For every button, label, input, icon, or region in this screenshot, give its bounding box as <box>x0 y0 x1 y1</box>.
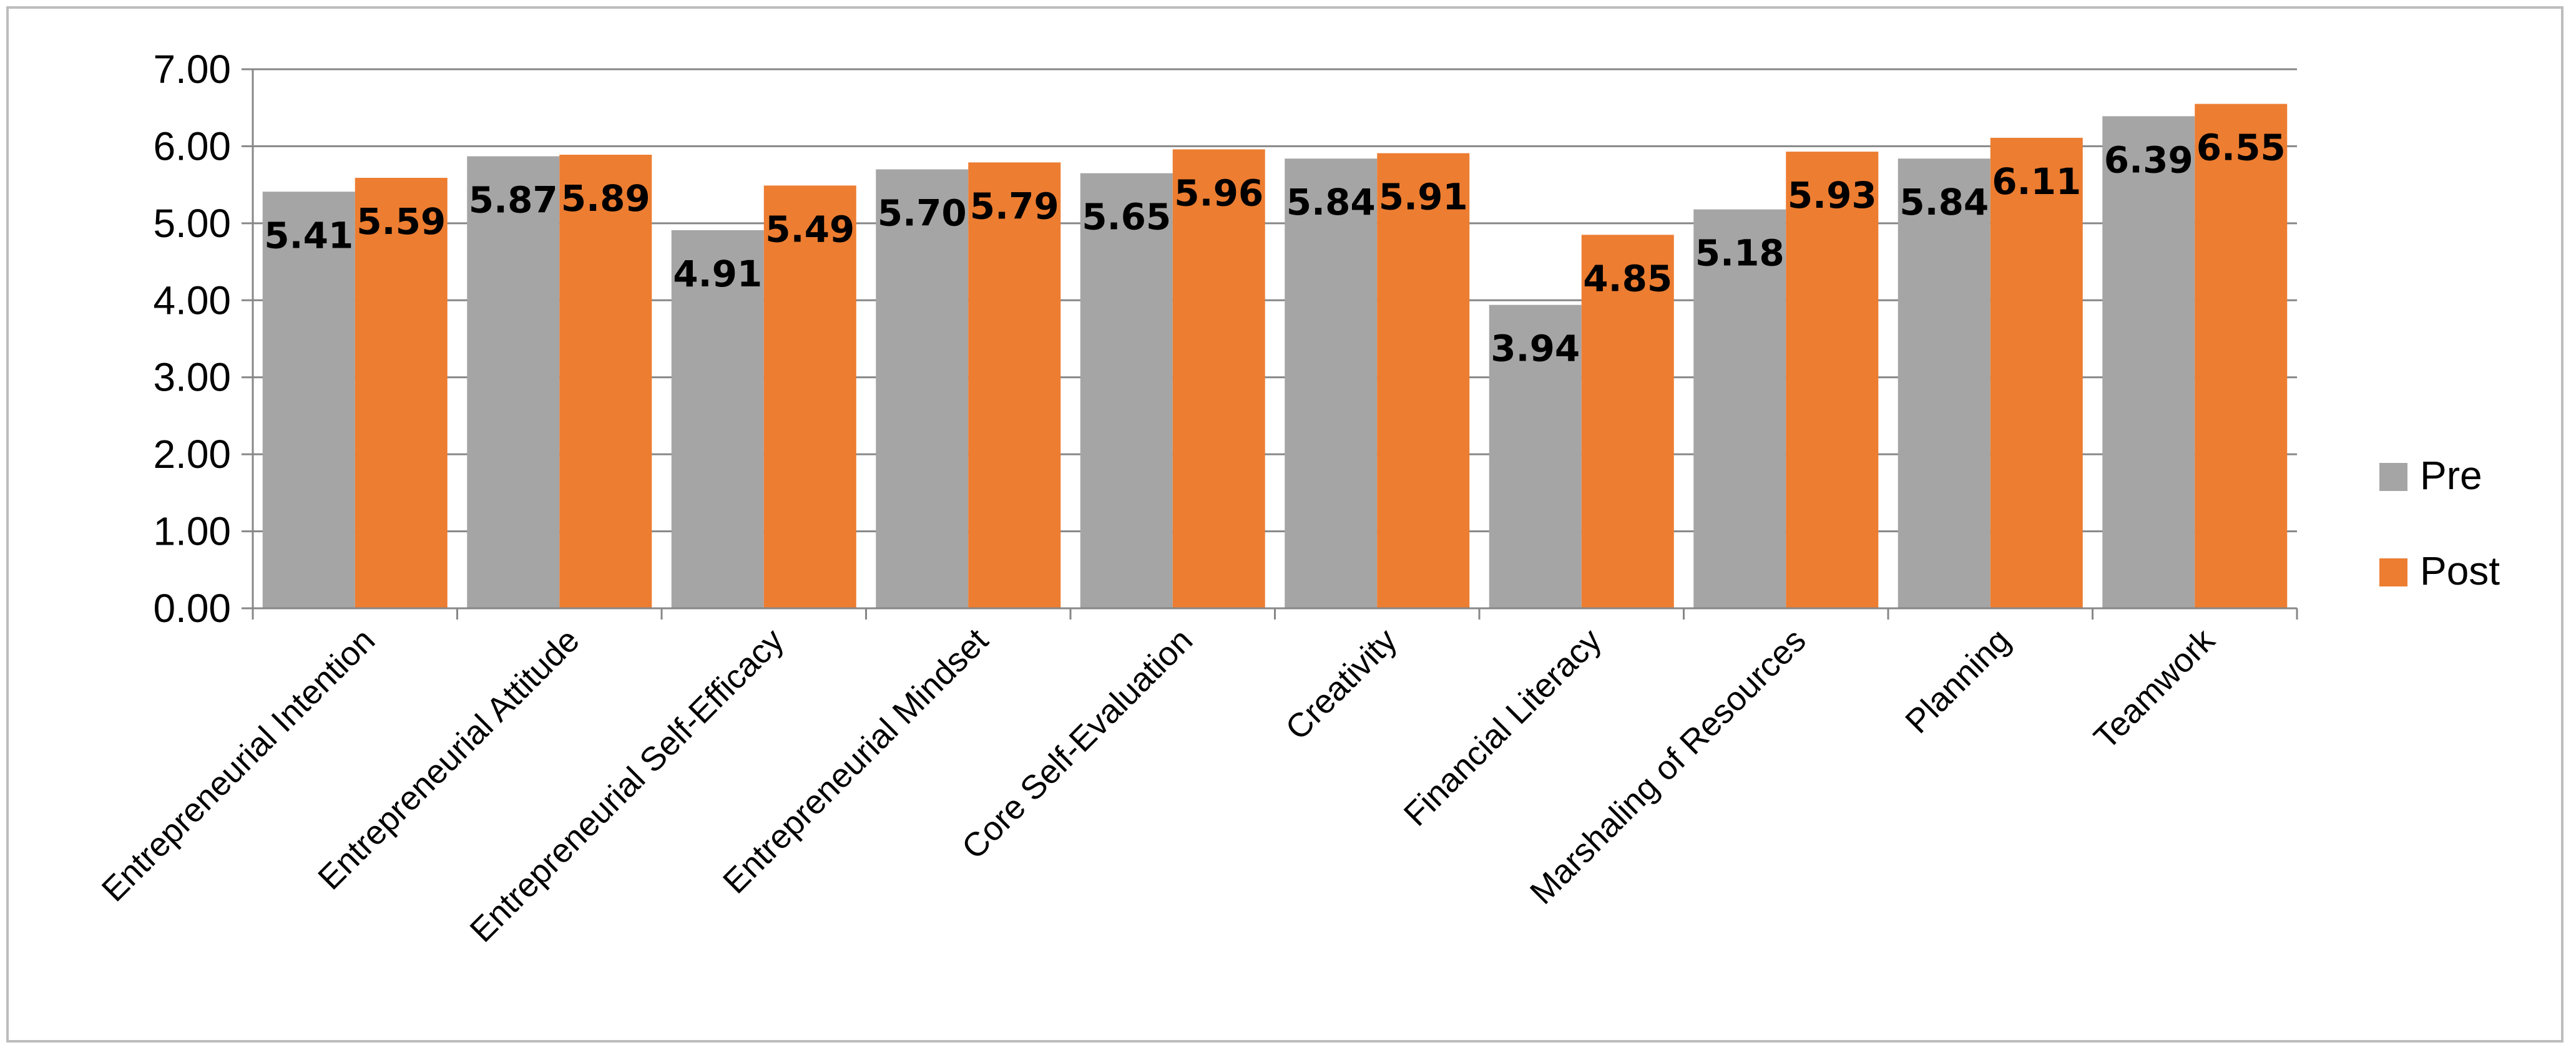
data-label-pre: 5.84 <box>1899 181 1989 223</box>
data-label-pre: 4.91 <box>673 253 762 295</box>
data-label-post: 5.93 <box>1788 174 1877 216</box>
bar-post-6 <box>1377 153 1470 609</box>
bar-pre-4 <box>876 169 969 608</box>
x-category-label: Financial Literacy <box>1397 621 1609 834</box>
bar-pre-10 <box>2102 116 2195 608</box>
bar-post-9 <box>1990 137 2083 608</box>
bar-post-2 <box>559 155 652 608</box>
bar-pre-7 <box>1489 304 1582 608</box>
bar-pre-8 <box>1693 209 1786 608</box>
bar-post-8 <box>1786 152 1879 608</box>
y-tick-label: 4.00 <box>153 278 231 323</box>
bar-pre-6 <box>1285 158 1378 609</box>
bar-pre-2 <box>467 156 560 608</box>
data-label-pre: 5.18 <box>1695 232 1785 275</box>
y-tick-label: 7.00 <box>153 47 231 92</box>
data-label-pre: 5.87 <box>469 178 558 221</box>
data-label-pre: 5.65 <box>1082 196 1171 238</box>
x-category-label: Core Self-Evaluation <box>955 621 1200 867</box>
bar-pre-3 <box>671 230 764 609</box>
x-category-label: Planning <box>1898 621 2017 741</box>
data-label-post: 6.55 <box>2196 127 2286 169</box>
y-tick-label: 5.00 <box>153 201 231 246</box>
y-tick-label: 0.00 <box>153 586 231 631</box>
x-category-label: Teamwork <box>2087 621 2222 756</box>
data-label-pre: 5.41 <box>264 214 353 256</box>
data-label-post: 5.79 <box>970 185 1059 227</box>
y-tick-label: 1.00 <box>153 509 231 554</box>
data-label-pre: 5.84 <box>1286 181 1376 223</box>
legend-swatch-post <box>2379 558 2407 586</box>
bar-pre-9 <box>1898 158 1991 609</box>
legend-label-pre: Pre <box>2420 453 2482 498</box>
data-label-post: 5.59 <box>356 200 446 243</box>
bar-post-3 <box>763 185 856 608</box>
legend: Pre Post <box>2379 453 2500 593</box>
data-label-post: 4.85 <box>1583 257 1672 299</box>
data-label-post: 5.49 <box>765 208 855 250</box>
bar-post-4 <box>968 162 1061 608</box>
bar-post-5 <box>1172 149 1265 608</box>
bar-pre-5 <box>1080 173 1173 609</box>
data-label-post: 5.89 <box>561 177 650 220</box>
bars <box>262 104 2288 609</box>
bar-post-10 <box>2195 104 2288 609</box>
data-label-post: 6.11 <box>1992 160 2081 203</box>
x-category-label: Creativity <box>1278 621 1404 747</box>
data-label-pre: 3.94 <box>1491 328 1580 370</box>
legend-swatch-pre <box>2379 463 2407 491</box>
data-labels: 5.41 5.87 4.91 5.70 5.65 5.84 3.94 5.18 5.84 6.39… <box>264 127 2286 370</box>
data-label-post: 5.91 <box>1379 176 1468 218</box>
y-tick-label: 6.00 <box>153 124 231 168</box>
y-tick-label: 2.00 <box>153 432 231 477</box>
data-label-pre: 5.70 <box>878 192 967 234</box>
legend-label-post: Post <box>2420 548 2500 593</box>
bar-post-1 <box>355 178 448 608</box>
y-tick-label: 3.00 <box>153 355 231 400</box>
data-label-post: 5.96 <box>1174 172 1263 214</box>
data-label-pre: 6.39 <box>2104 139 2193 181</box>
bar-post-7 <box>1581 235 1674 608</box>
bar-pre-1 <box>262 192 355 608</box>
